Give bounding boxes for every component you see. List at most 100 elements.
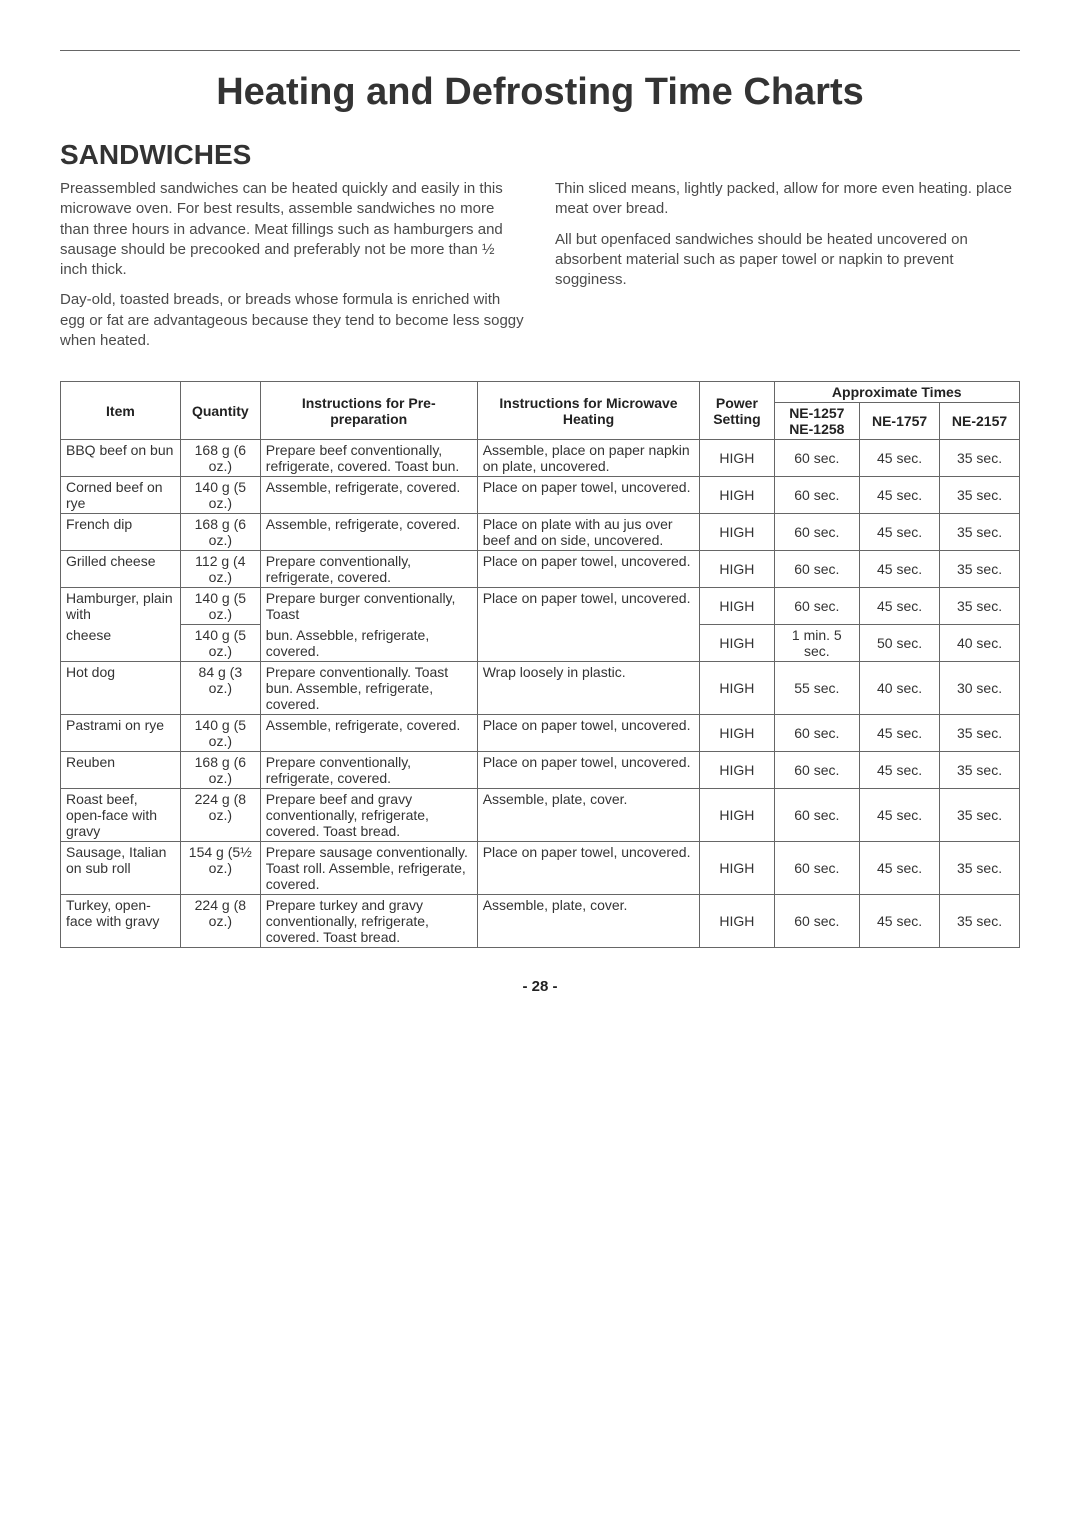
cell-item: Corned beef on rye <box>61 477 181 514</box>
cell-time: 60 sec. <box>774 842 860 895</box>
cell-time: 45 sec. <box>860 588 940 625</box>
cell-quantity: 140 g (5 oz.) <box>180 625 260 662</box>
cell-power: HIGH <box>700 477 774 514</box>
cell-power: HIGH <box>700 842 774 895</box>
cell-time: 35 sec. <box>940 477 1020 514</box>
table-row: Grilled cheese112 g (4 oz.)Prepare conve… <box>61 551 1020 588</box>
table-row: French dip168 g (6 oz.)Assemble, refrige… <box>61 514 1020 551</box>
cell-pre: Assemble, refrigerate, covered. <box>260 477 477 514</box>
intro-block: Preassembled sandwiches can be heated qu… <box>60 179 1020 361</box>
table-row: Reuben168 g (6 oz.)Prepare conventionall… <box>61 752 1020 789</box>
th-model3: NE-2157 <box>940 403 1020 440</box>
cell-quantity: 154 g (5½ oz.) <box>180 842 260 895</box>
table-row: Sausage, Italian on sub roll154 g (5½ oz… <box>61 842 1020 895</box>
cell-time: 60 sec. <box>774 551 860 588</box>
cell-item: cheese <box>61 625 181 662</box>
cell-pre: Prepare conventionally, refrigerate, cov… <box>260 752 477 789</box>
cell-time: 45 sec. <box>860 715 940 752</box>
cell-power: HIGH <box>700 789 774 842</box>
th-model1: NE-1257 NE-1258 <box>774 403 860 440</box>
cell-pre: Prepare beef conventionally, refrigerate… <box>260 440 477 477</box>
cell-time: 60 sec. <box>774 440 860 477</box>
cell-time: 35 sec. <box>940 588 1020 625</box>
intro-para: All but openfaced sandwiches should be h… <box>555 230 1020 291</box>
cell-time: 35 sec. <box>940 895 1020 948</box>
th-power: Power Setting <box>700 382 774 440</box>
intro-para: Thin sliced means, lightly packed, allow… <box>555 179 1020 220</box>
th-approx: Approximate Times <box>774 382 1019 403</box>
cell-time: 55 sec. <box>774 662 860 715</box>
cell-power: HIGH <box>700 715 774 752</box>
cell-time: 35 sec. <box>940 551 1020 588</box>
cell-time: 45 sec. <box>860 477 940 514</box>
cell-item: BBQ beef on bun <box>61 440 181 477</box>
table-row: Hot dog84 g (3 oz.)Prepare conventionall… <box>61 662 1020 715</box>
cell-micro: Wrap loosely in plastic. <box>477 662 700 715</box>
cell-time: 60 sec. <box>774 789 860 842</box>
intro-para: Preassembled sandwiches can be heated qu… <box>60 179 525 280</box>
cell-time: 40 sec. <box>860 662 940 715</box>
cell-time: 60 sec. <box>774 895 860 948</box>
cell-time: 45 sec. <box>860 514 940 551</box>
intro-left: Preassembled sandwiches can be heated qu… <box>60 179 525 361</box>
cell-quantity: 168 g (6 oz.) <box>180 514 260 551</box>
cell-quantity: 112 g (4 oz.) <box>180 551 260 588</box>
cell-item: Sausage, Italian on sub roll <box>61 842 181 895</box>
th-model2: NE-1757 <box>860 403 940 440</box>
table-row: Turkey, open-face with gravy224 g (8 oz.… <box>61 895 1020 948</box>
cell-time: 45 sec. <box>860 895 940 948</box>
cell-micro: Place on paper towel, uncovered. <box>477 477 700 514</box>
cell-item: Turkey, open-face with gravy <box>61 895 181 948</box>
cell-pre: Prepare turkey and gravy conventionally,… <box>260 895 477 948</box>
cell-time: 35 sec. <box>940 514 1020 551</box>
cell-power: HIGH <box>700 514 774 551</box>
cell-quantity: 224 g (8 oz.) <box>180 895 260 948</box>
cell-power: HIGH <box>700 662 774 715</box>
cell-quantity: 140 g (5 oz.) <box>180 588 260 625</box>
cell-micro: Place on paper towel, uncovered. <box>477 588 700 662</box>
cell-time: 35 sec. <box>940 440 1020 477</box>
table-row: Roast beef, open-face with gravy224 g (8… <box>61 789 1020 842</box>
cell-micro: Assemble, plate, cover. <box>477 789 700 842</box>
intro-right: Thin sliced means, lightly packed, allow… <box>555 179 1020 361</box>
cell-time: 45 sec. <box>860 752 940 789</box>
cell-time: 45 sec. <box>860 440 940 477</box>
cell-pre: Assemble, refrigerate, covered. <box>260 514 477 551</box>
cell-pre: Prepare conventionally, refrigerate, cov… <box>260 551 477 588</box>
cell-pre: Prepare burger conventionally, Toast <box>260 588 477 625</box>
intro-para: Day-old, toasted breads, or breads whose… <box>60 290 525 351</box>
cell-power: HIGH <box>700 625 774 662</box>
table-row: BBQ beef on bun168 g (6 oz.)Prepare beef… <box>61 440 1020 477</box>
cell-time: 35 sec. <box>940 752 1020 789</box>
cell-power: HIGH <box>700 752 774 789</box>
table-row: Corned beef on rye140 g (5 oz.)Assemble,… <box>61 477 1020 514</box>
cell-micro: Place on paper towel, uncovered. <box>477 715 700 752</box>
cell-time: 35 sec. <box>940 715 1020 752</box>
cell-time: 45 sec. <box>860 789 940 842</box>
cell-power: HIGH <box>700 551 774 588</box>
sandwiches-table: Item Quantity Instructions for Pre-prepa… <box>60 381 1020 948</box>
cell-item: Grilled cheese <box>61 551 181 588</box>
cell-time: 60 sec. <box>774 477 860 514</box>
cell-time: 60 sec. <box>774 514 860 551</box>
cell-quantity: 140 g (5 oz.) <box>180 477 260 514</box>
cell-pre: Assemble, refrigerate, covered. <box>260 715 477 752</box>
cell-item: Reuben <box>61 752 181 789</box>
cell-item: French dip <box>61 514 181 551</box>
table-row: Pastrami on rye140 g (5 oz.)Assemble, re… <box>61 715 1020 752</box>
th-item: Item <box>61 382 181 440</box>
cell-micro: Place on paper towel, uncovered. <box>477 551 700 588</box>
cell-item: Hamburger, plain with <box>61 588 181 625</box>
page-title: Heating and Defrosting Time Charts <box>60 71 1020 114</box>
cell-power: HIGH <box>700 440 774 477</box>
page-number: - 28 - <box>60 978 1020 995</box>
cell-quantity: 168 g (6 oz.) <box>180 440 260 477</box>
cell-quantity: 84 g (3 oz.) <box>180 662 260 715</box>
cell-micro: Assemble, place on paper napkin on plate… <box>477 440 700 477</box>
cell-quantity: 224 g (8 oz.) <box>180 789 260 842</box>
cell-pre: Prepare sausage conventionally. Toast ro… <box>260 842 477 895</box>
cell-micro: Place on paper towel, uncovered. <box>477 842 700 895</box>
cell-pre: Prepare conventionally. Toast bun. Assem… <box>260 662 477 715</box>
th-micro: Instructions for Microwave Heating <box>477 382 700 440</box>
cell-quantity: 168 g (6 oz.) <box>180 752 260 789</box>
